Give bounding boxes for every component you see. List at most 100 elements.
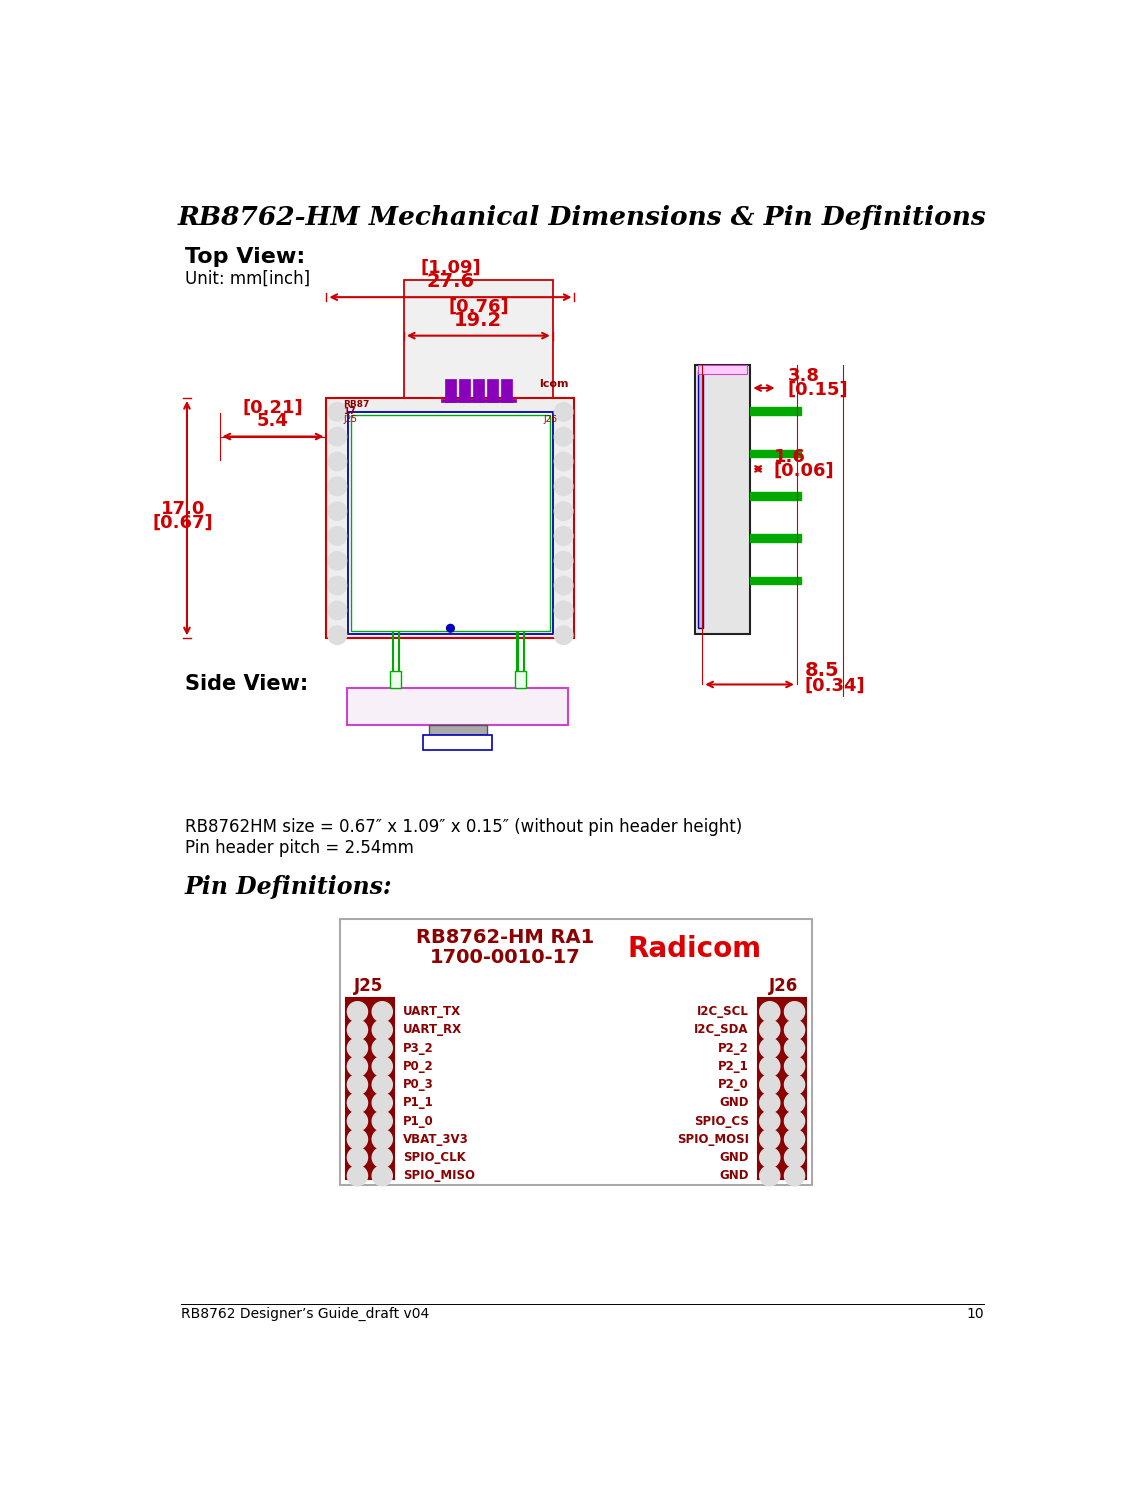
Bar — [340, 919, 812, 1184]
Circle shape — [348, 1147, 368, 1168]
Text: [0.76]: [0.76] — [448, 297, 509, 315]
Bar — [428, 725, 487, 734]
Text: P2_0: P2_0 — [718, 1078, 749, 1091]
Text: J25: J25 — [343, 416, 358, 425]
Circle shape — [554, 428, 573, 446]
Bar — [515, 671, 526, 689]
Bar — [699, 371, 703, 629]
Bar — [751, 407, 801, 414]
Circle shape — [348, 1075, 368, 1094]
Circle shape — [785, 1147, 804, 1168]
Text: Unit: mm[inch]: Unit: mm[inch] — [185, 270, 310, 288]
Text: J26: J26 — [769, 977, 799, 995]
Circle shape — [373, 1166, 392, 1186]
Circle shape — [328, 626, 346, 644]
Circle shape — [328, 501, 346, 521]
Bar — [473, 378, 484, 402]
Circle shape — [328, 402, 346, 422]
Text: VBAT_3V3: VBAT_3V3 — [403, 1133, 469, 1145]
Bar — [501, 378, 511, 402]
Bar — [326, 398, 575, 638]
Text: P1_1: P1_1 — [403, 1096, 434, 1109]
Circle shape — [348, 1093, 368, 1112]
Circle shape — [373, 1075, 392, 1094]
Circle shape — [348, 1057, 368, 1076]
Circle shape — [373, 1001, 392, 1022]
Circle shape — [373, 1057, 392, 1076]
Circle shape — [373, 1129, 392, 1150]
Circle shape — [760, 1039, 779, 1058]
Circle shape — [554, 527, 573, 545]
Circle shape — [328, 428, 346, 446]
Circle shape — [760, 1057, 779, 1076]
Bar — [751, 450, 801, 458]
Bar — [758, 998, 807, 1178]
Bar — [523, 630, 524, 689]
Circle shape — [785, 1075, 804, 1094]
Text: 17: 17 — [343, 407, 356, 416]
Circle shape — [348, 1039, 368, 1058]
Circle shape — [554, 551, 573, 570]
Text: P0_2: P0_2 — [403, 1060, 434, 1073]
Text: I2C_SCL: I2C_SCL — [698, 1006, 749, 1018]
Text: P0_3: P0_3 — [403, 1078, 434, 1091]
Text: [0.67]: [0.67] — [152, 513, 214, 531]
Bar — [392, 630, 393, 689]
Circle shape — [785, 1111, 804, 1132]
Text: RB8762 Designer’s Guide_draft v04: RB8762 Designer’s Guide_draft v04 — [181, 1306, 429, 1321]
Bar — [351, 414, 550, 632]
Circle shape — [373, 1111, 392, 1132]
Text: SPIO_CS: SPIO_CS — [694, 1115, 749, 1127]
Text: 1.6: 1.6 — [774, 447, 805, 465]
Circle shape — [348, 1001, 368, 1022]
Circle shape — [785, 1001, 804, 1022]
Text: Top View:: Top View: — [185, 248, 304, 267]
Circle shape — [785, 1129, 804, 1150]
Circle shape — [373, 1093, 392, 1112]
Text: J25: J25 — [353, 977, 383, 995]
Text: [0.15]: [0.15] — [787, 381, 849, 399]
Circle shape — [785, 1057, 804, 1076]
Text: GND: GND — [719, 1169, 749, 1183]
Circle shape — [554, 626, 573, 644]
Text: 5.4: 5.4 — [257, 413, 289, 431]
Text: RB87: RB87 — [343, 399, 370, 408]
Text: P2_1: P2_1 — [718, 1060, 749, 1073]
Text: [1.09]: [1.09] — [420, 258, 481, 276]
Text: RB8762-HM Mechanical Dimensions & Pin Definitions: RB8762-HM Mechanical Dimensions & Pin De… — [178, 204, 986, 230]
Circle shape — [554, 402, 573, 422]
Text: UART_TX: UART_TX — [403, 1006, 461, 1018]
Text: SPIO_MISO: SPIO_MISO — [403, 1169, 475, 1183]
Circle shape — [785, 1021, 804, 1040]
Circle shape — [785, 1166, 804, 1186]
Text: 1700-0010-17: 1700-0010-17 — [429, 949, 580, 967]
Bar — [345, 998, 394, 1178]
Bar — [348, 411, 553, 635]
Text: 3.8: 3.8 — [787, 366, 819, 384]
Bar — [441, 399, 516, 402]
Circle shape — [328, 477, 346, 495]
Circle shape — [373, 1021, 392, 1040]
Circle shape — [760, 1129, 779, 1150]
Circle shape — [328, 452, 346, 471]
Text: Pin Definitions:: Pin Definitions: — [185, 875, 392, 899]
Bar — [423, 734, 492, 750]
Circle shape — [785, 1039, 804, 1058]
Circle shape — [328, 551, 346, 570]
Bar — [445, 378, 456, 402]
Circle shape — [554, 600, 573, 620]
Text: P3_2: P3_2 — [403, 1042, 434, 1055]
Circle shape — [328, 527, 346, 545]
Bar — [390, 671, 401, 689]
Bar — [517, 630, 518, 689]
Text: 8.5: 8.5 — [804, 660, 840, 680]
Text: [0.21]: [0.21] — [243, 398, 303, 416]
Bar — [348, 689, 568, 725]
Bar — [398, 630, 399, 689]
Bar — [699, 365, 746, 374]
Text: GND: GND — [719, 1096, 749, 1109]
Text: 27.6: 27.6 — [426, 272, 475, 291]
Text: SPIO_MOSI: SPIO_MOSI — [677, 1133, 749, 1145]
Circle shape — [760, 1075, 779, 1094]
Text: 10: 10 — [966, 1306, 984, 1321]
